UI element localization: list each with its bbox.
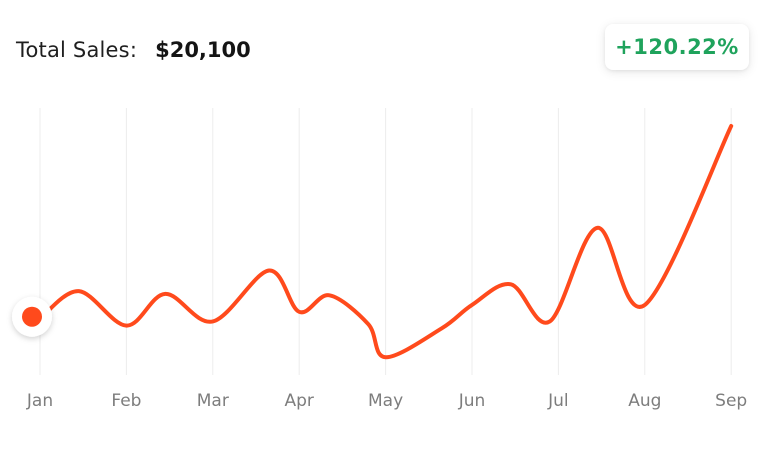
x-tick-label-may: May xyxy=(368,391,403,411)
x-tick-label-apr: Apr xyxy=(284,391,313,411)
x-tick-label-jul: Jul xyxy=(547,391,569,411)
x-tick-label-sep: Sep xyxy=(715,391,747,411)
x-tick-label-jan: Jan xyxy=(26,391,53,411)
x-tick-label-feb: Feb xyxy=(111,391,141,411)
x-tick-label-jun: Jun xyxy=(458,391,486,411)
header: Total Sales: $20,100 xyxy=(16,34,251,66)
total-sales-label: Total Sales: xyxy=(16,38,138,62)
change-badge: +120.22% xyxy=(605,24,749,70)
x-tick-label-mar: Mar xyxy=(197,391,229,411)
data-point-marker[interactable] xyxy=(22,306,42,327)
total-sales-value: $20,100 xyxy=(155,38,251,62)
sales-series-line xyxy=(38,124,734,360)
x-tick-label-aug: Aug xyxy=(628,391,661,411)
